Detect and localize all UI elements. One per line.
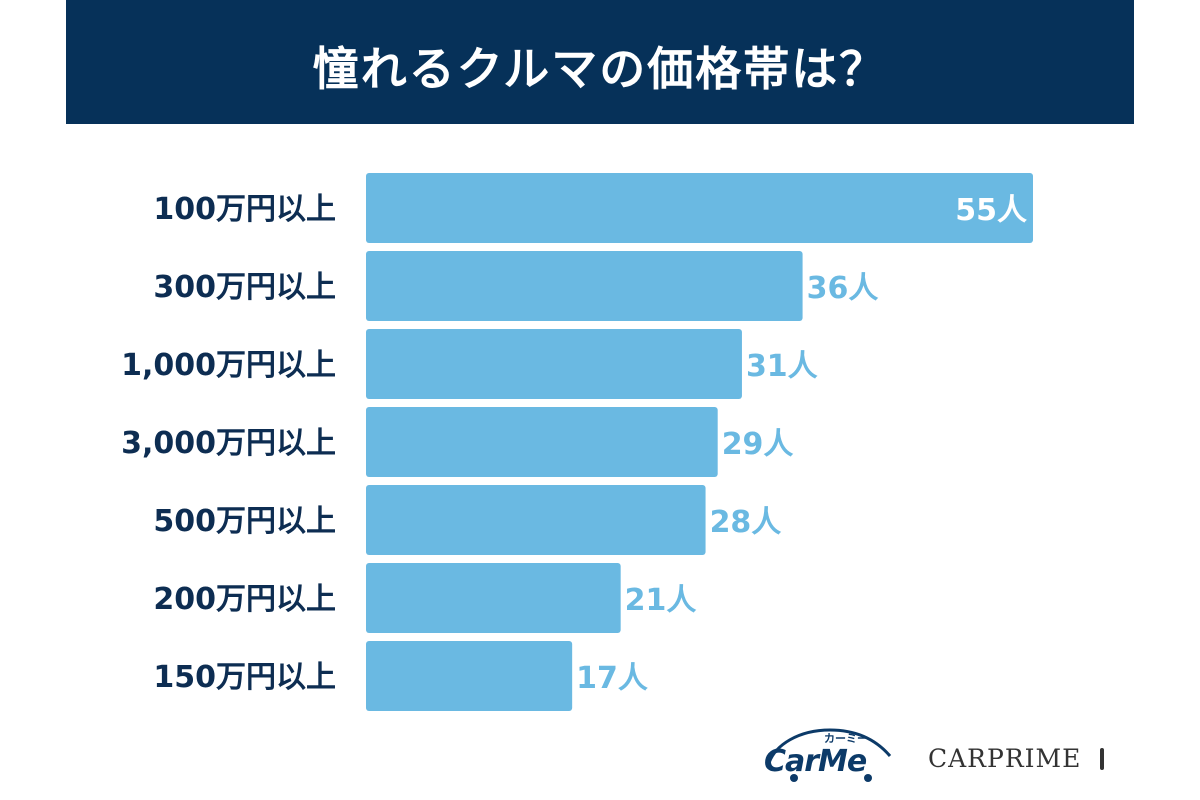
bar-4 <box>366 407 718 477</box>
chart-title: 憧れるクルマの価格帯は？ <box>312 42 888 96</box>
value-label-4: 29人 <box>722 427 794 462</box>
carprime-logo: CARPRIME <box>928 744 1105 773</box>
category-label-6: 200万円以上 <box>153 582 336 617</box>
value-label-2: 36人 <box>807 271 879 306</box>
bar-3 <box>366 329 742 399</box>
title-band: 憧れるクルマの価格帯は？ <box>66 0 1134 124</box>
bar-1 <box>366 173 1033 243</box>
category-label-7: 150万円以上 <box>153 660 336 695</box>
value-label-5: 28人 <box>710 505 782 540</box>
carprime-wordmark: CARPRIME <box>928 744 1082 773</box>
carprime-mark-icon <box>1100 748 1105 770</box>
carme-logo: カーミー CarMe <box>760 722 900 786</box>
bar-6 <box>366 563 621 633</box>
category-label-3: 1,000万円以上 <box>121 348 336 383</box>
bar-2 <box>366 251 803 321</box>
category-label-1: 100万円以上 <box>153 192 336 227</box>
value-label-3: 31人 <box>746 349 818 384</box>
category-label-4: 3,000万円以上 <box>121 426 336 461</box>
category-label-5: 500万円以上 <box>153 504 336 539</box>
value-label-1: 55人 <box>955 193 1027 228</box>
logos: カーミー CarMe CARPRIME <box>760 722 1140 792</box>
carme-kana: カーミー <box>824 732 868 745</box>
bar-5 <box>366 485 706 555</box>
car-silhouette-icon <box>766 728 892 782</box>
bar-7 <box>366 641 573 711</box>
category-label-2: 300万円以上 <box>153 270 336 305</box>
value-label-6: 21人 <box>625 583 697 618</box>
carme-wordmark: CarMe <box>764 744 867 779</box>
value-label-7: 17人 <box>576 661 648 696</box>
